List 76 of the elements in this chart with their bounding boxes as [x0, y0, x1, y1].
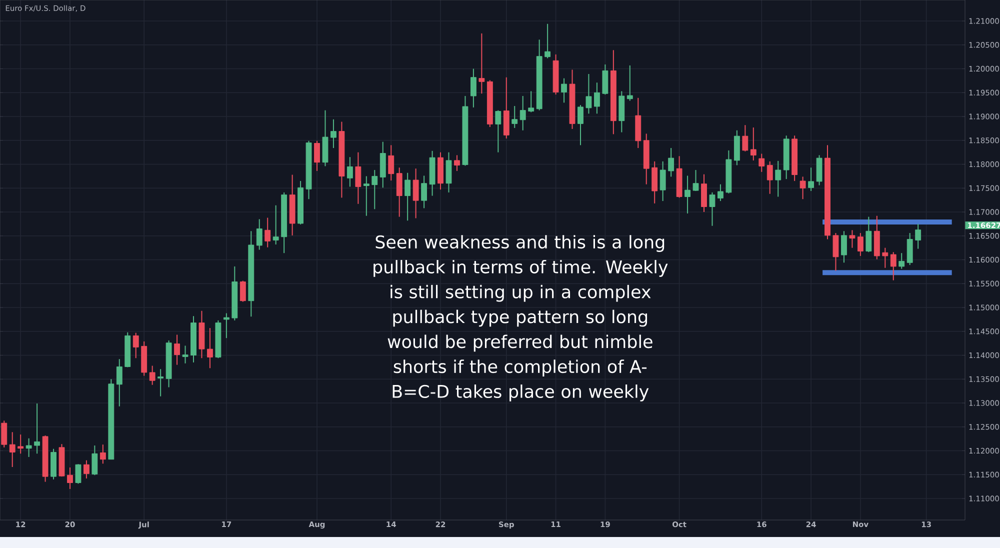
candlestick	[775, 160, 782, 198]
candlestick	[849, 230, 856, 248]
candlestick	[264, 217, 271, 248]
candlestick	[660, 160, 666, 202]
candlestick	[206, 328, 213, 369]
candlestick	[18, 434, 24, 454]
candlestick	[149, 365, 156, 386]
candlestick	[578, 104, 584, 146]
candlestick	[446, 152, 452, 193]
candlestick	[709, 192, 716, 226]
candlestick	[544, 23, 551, 59]
candlestick	[841, 230, 847, 264]
candlestick	[421, 175, 428, 209]
candlestick	[9, 432, 16, 468]
candlestick	[758, 153, 765, 172]
candlestick	[561, 78, 567, 104]
candlestick	[684, 175, 690, 214]
candlestick	[906, 232, 913, 266]
candlestick	[83, 460, 90, 479]
candlestick	[116, 358, 122, 407]
candlestick	[454, 154, 460, 172]
candlestick	[67, 466, 73, 490]
candlestick	[882, 247, 888, 268]
candlestick	[132, 332, 139, 359]
candlestick	[742, 124, 748, 152]
candlestick	[355, 152, 362, 204]
candlestick	[520, 95, 526, 131]
candlestick	[478, 32, 485, 94]
candlestick	[158, 368, 164, 397]
candlestick	[800, 176, 806, 200]
candlestick	[668, 148, 674, 178]
candlestick	[100, 444, 106, 464]
candlestick	[240, 280, 246, 302]
candlestick	[766, 160, 773, 194]
candlestick	[372, 169, 378, 210]
candlestick	[528, 90, 534, 113]
candlestick	[898, 252, 905, 270]
candlestick	[346, 156, 353, 188]
candlestick	[692, 169, 699, 192]
candlestick	[718, 184, 724, 202]
candlestick	[256, 218, 262, 250]
candlestick	[380, 141, 386, 188]
candlestick	[512, 106, 518, 128]
candlestick	[602, 64, 608, 96]
candlestick	[404, 172, 411, 222]
candlestick	[272, 204, 279, 245]
candlestick	[750, 126, 756, 161]
candlestick	[1, 420, 8, 448]
candlestick	[314, 140, 320, 172]
candlestick	[857, 232, 864, 256]
candlestick	[808, 167, 814, 192]
candlestick	[915, 223, 922, 250]
candlestick	[174, 334, 180, 366]
candlestick	[92, 445, 98, 476]
candlestick	[330, 118, 336, 149]
candlestick	[470, 68, 476, 108]
candlestick	[652, 160, 658, 204]
candlestick	[388, 144, 394, 181]
candlestick	[832, 232, 839, 272]
candlestick	[816, 154, 822, 186]
candlestick	[396, 167, 402, 218]
candlestick	[223, 312, 230, 339]
candlestick	[701, 174, 707, 213]
candlestick	[26, 438, 32, 458]
candlestick	[182, 345, 188, 364]
candlestick	[34, 402, 40, 454]
candlestick	[890, 252, 896, 281]
annotation: Seen weakness and this is a long pullback in terms of time. Weekly is still setting up in a complex pullback type pattern so long would be preferred but nimble shorts if the completion of A-B=C-D takes place on weekly	[374, 235, 668, 402]
candlestick	[495, 110, 502, 153]
candlestick	[586, 74, 592, 114]
candlestick	[412, 168, 419, 219]
candlestick	[363, 176, 370, 216]
candlestick	[594, 82, 600, 114]
candlestick	[626, 64, 633, 102]
candlestick	[75, 464, 82, 484]
candlestick	[866, 216, 872, 253]
